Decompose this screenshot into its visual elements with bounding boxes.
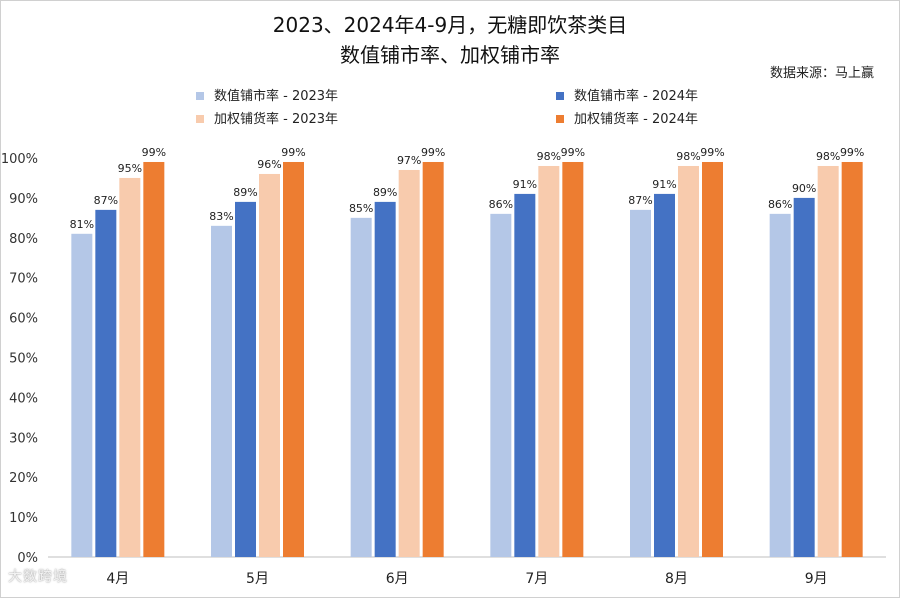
x-tick-label: 6月 — [386, 571, 409, 587]
data-label: 89% — [233, 186, 257, 199]
data-label: 97% — [397, 154, 421, 167]
x-tick-label: 5月 — [246, 571, 269, 587]
y-tick-label: 30% — [9, 431, 38, 446]
bar-4-1 — [143, 161, 165, 558]
chart-title-line1: 2023、2024年4-9月，无糖即饮茶类目 — [272, 13, 628, 37]
bar-1-1 — [71, 233, 93, 557]
data-label: 99% — [700, 146, 724, 159]
data-label: 86% — [768, 198, 792, 211]
bar-2-2 — [235, 201, 256, 557]
bar-4-3 — [422, 161, 444, 558]
bar-4-2 — [283, 161, 304, 558]
y-tick-label: 60% — [9, 312, 38, 327]
bar-3-3 — [398, 169, 420, 557]
bar-2-3 — [374, 201, 396, 557]
data-label: 98% — [816, 150, 840, 163]
data-label: 98% — [537, 150, 561, 163]
bar-3-6 — [817, 165, 839, 558]
y-tick-label: 80% — [9, 232, 38, 247]
data-label: 81% — [70, 218, 94, 231]
legend-entry: 加权铺货率 - 2023年 — [214, 111, 338, 127]
legend-swatch — [196, 92, 204, 100]
bar-1-3 — [350, 217, 372, 557]
data-label: 99% — [281, 146, 305, 159]
bar-3-4 — [538, 165, 560, 558]
data-label: 95% — [118, 162, 142, 175]
x-tick-label: 4月 — [106, 571, 129, 587]
y-tick-label: 0% — [17, 551, 38, 566]
bar-2-1 — [95, 209, 117, 557]
data-label: 99% — [142, 146, 166, 159]
data-label: 91% — [652, 178, 676, 191]
bar-2-4 — [514, 193, 536, 557]
legend-swatch — [196, 115, 204, 123]
y-tick-label: 10% — [9, 511, 38, 526]
bar-3-5 — [678, 165, 699, 558]
x-tick-label: 9月 — [805, 571, 828, 587]
chart-title-line2: 数值铺市率、加权铺市率 — [340, 43, 560, 67]
data-label: 87% — [94, 194, 118, 207]
y-tick-label: 50% — [9, 352, 38, 367]
data-label: 99% — [561, 146, 585, 159]
data-label: 91% — [513, 178, 537, 191]
data-label: 99% — [840, 146, 864, 159]
data-label: 87% — [628, 194, 652, 207]
watermark-text: 大数跨境 — [8, 569, 68, 585]
bar-4-5 — [702, 161, 723, 558]
bar-3-2 — [259, 173, 280, 557]
bar-2-5 — [654, 193, 675, 557]
data-source-note: 数据来源：马上赢 — [769, 66, 874, 81]
data-label: 99% — [421, 146, 445, 159]
data-label: 96% — [257, 158, 281, 171]
data-label: 86% — [489, 198, 513, 211]
bar-1-2 — [211, 225, 232, 557]
data-label: 98% — [676, 150, 700, 163]
y-tick-label: 100% — [1, 152, 38, 167]
bar-1-5 — [630, 209, 651, 557]
y-tick-label: 90% — [9, 192, 38, 207]
y-tick-label: 40% — [9, 391, 38, 406]
legend-entry: 加权铺货率 - 2024年 — [574, 111, 698, 127]
data-label: 83% — [209, 210, 233, 223]
bar-1-4 — [490, 213, 512, 558]
legend-swatch — [556, 115, 564, 123]
bar-1-6 — [769, 213, 791, 558]
bar-4-6 — [841, 161, 863, 558]
x-tick-label: 8月 — [665, 571, 688, 587]
legend-swatch — [556, 92, 564, 100]
x-tick-label: 7月 — [525, 571, 548, 587]
bar-2-6 — [793, 197, 815, 557]
data-label: 90% — [792, 182, 816, 195]
data-label: 85% — [349, 202, 373, 215]
legend-entry: 数值铺市率 - 2023年 — [214, 88, 338, 104]
y-tick-label: 70% — [9, 272, 38, 287]
chart-title: 2023、2024年4-9月，无糖即饮茶类目 数值铺市率、加权铺市率 — [0, 10, 900, 70]
y-tick-label: 20% — [9, 471, 38, 486]
bar-4-4 — [562, 161, 584, 558]
data-label: 89% — [373, 186, 397, 199]
bar-3-1 — [119, 177, 141, 557]
legend-entry: 数值铺市率 - 2024年 — [574, 88, 698, 104]
